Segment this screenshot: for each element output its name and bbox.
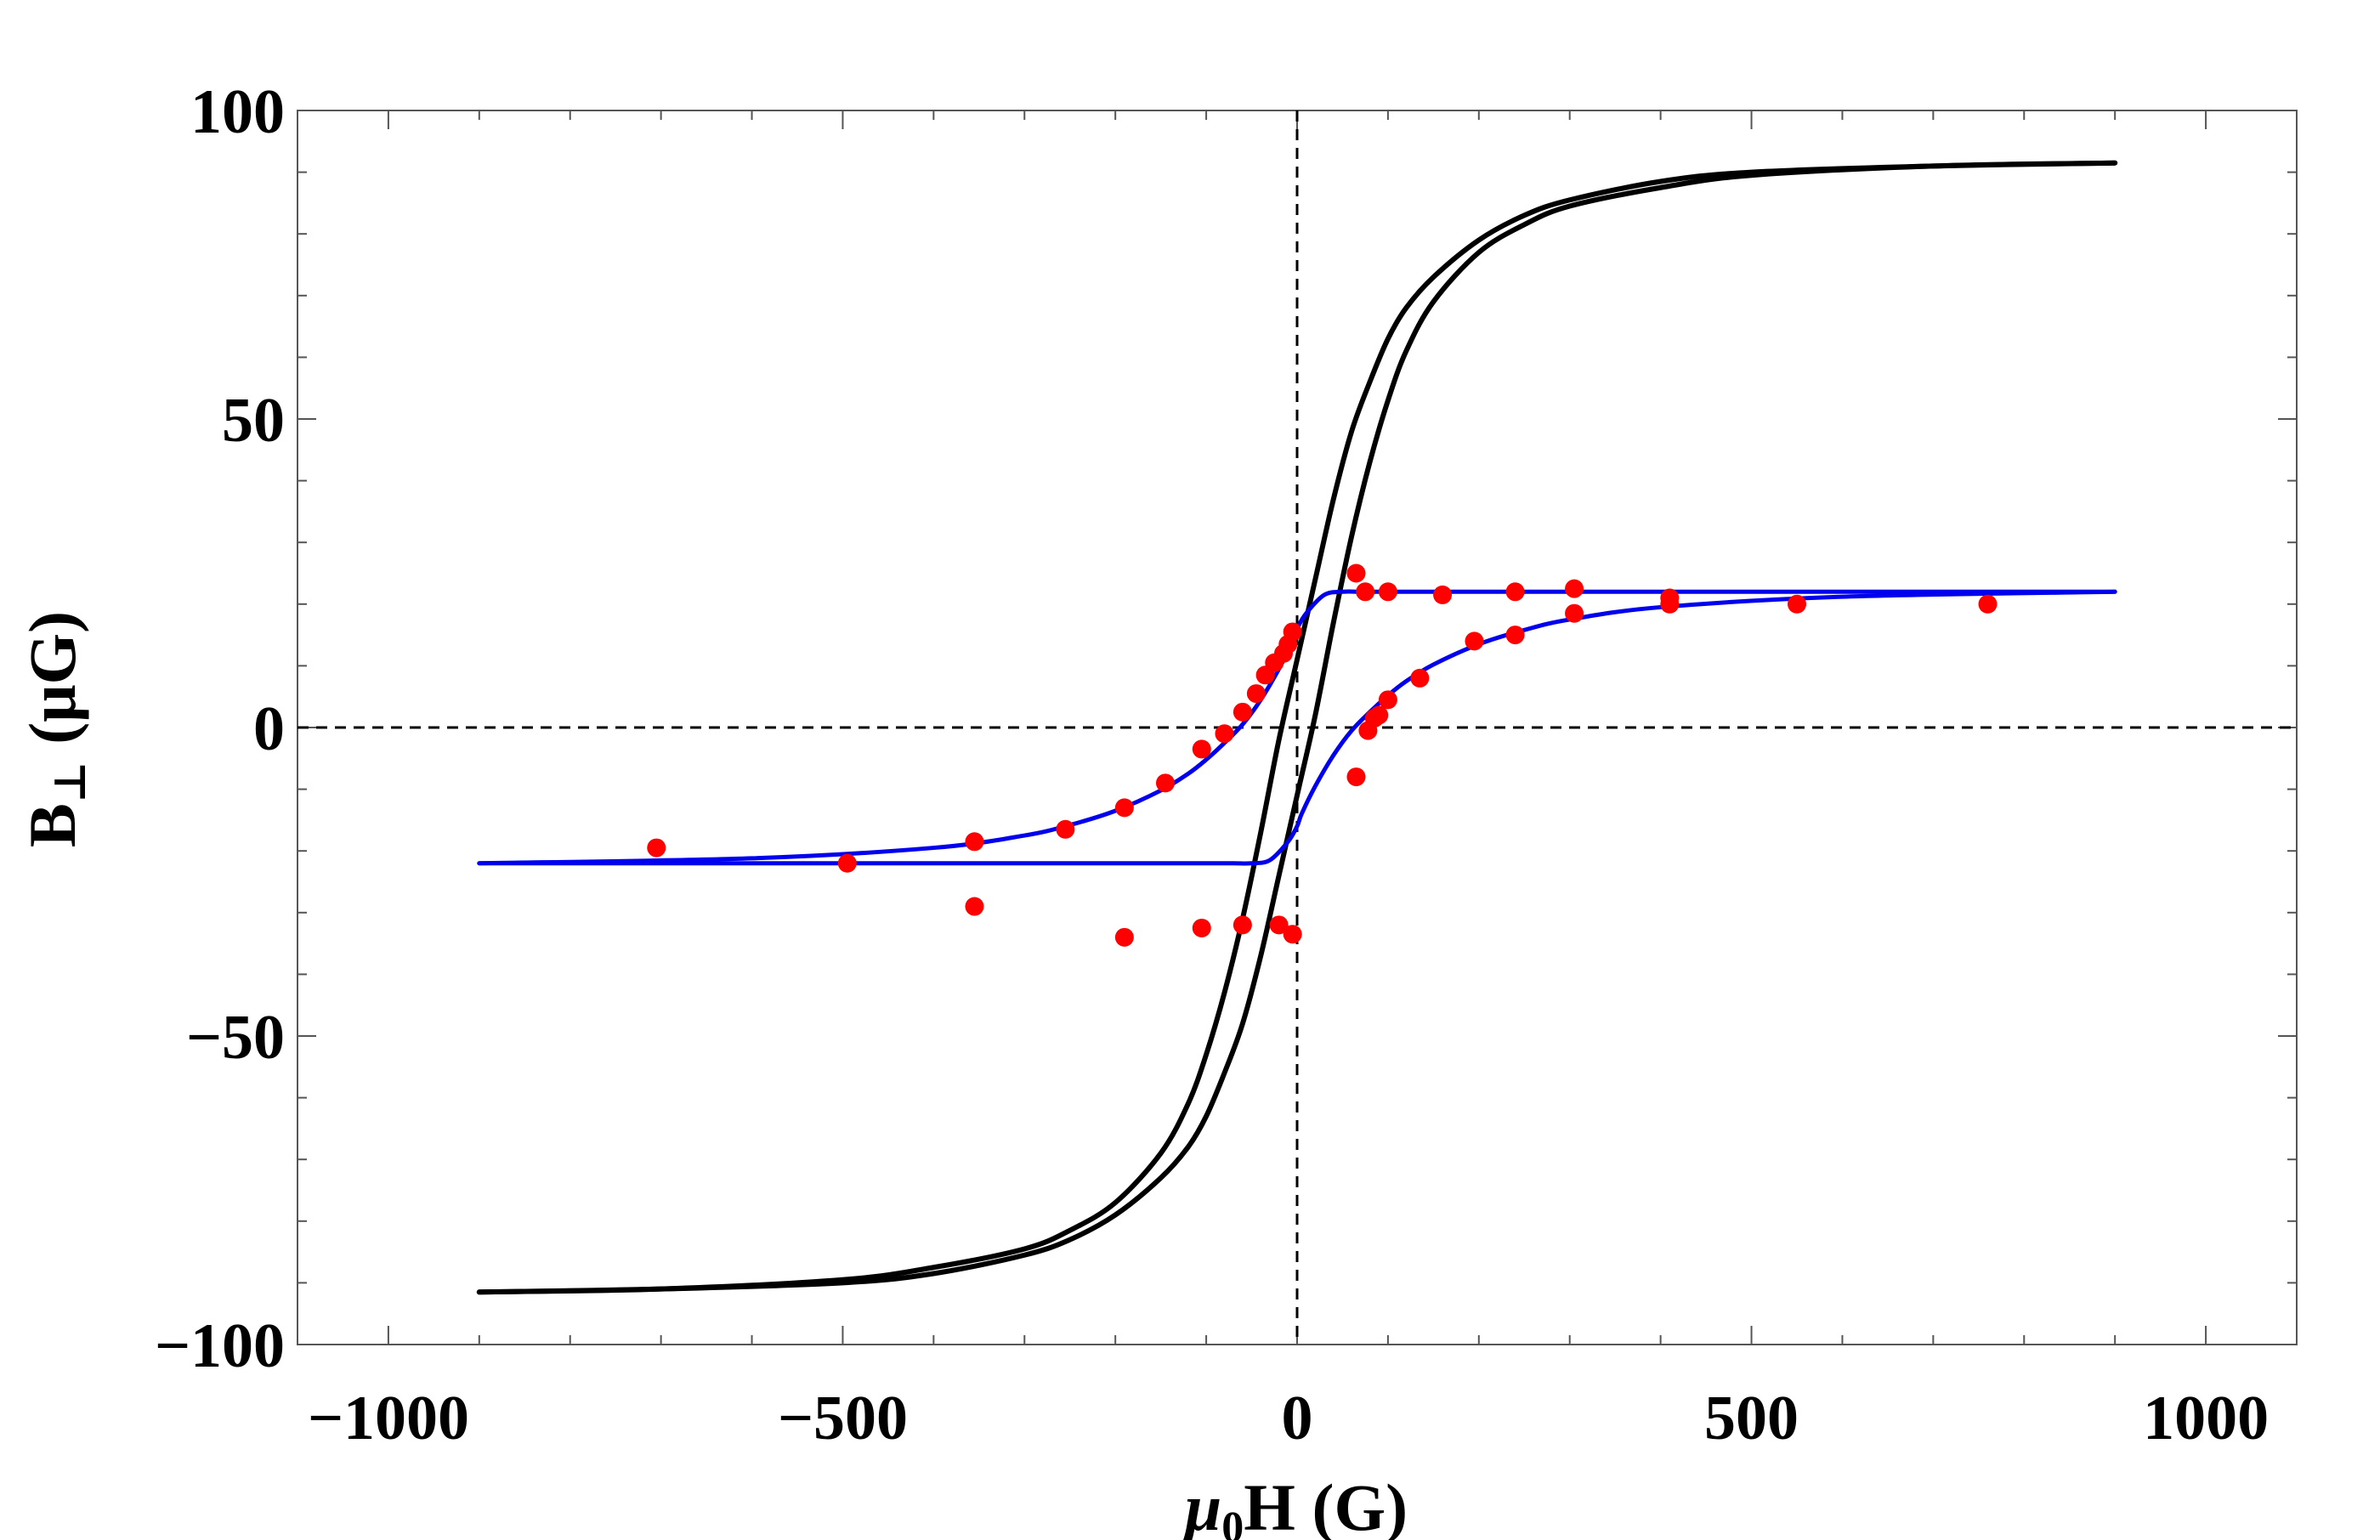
- blue-fit-curve-3: [477, 589, 2117, 866]
- y-axis-label-suffix: (μG): [15, 611, 89, 761]
- black-loop-curve-0: [476, 160, 2118, 1295]
- data-point: [837, 853, 857, 873]
- y-tick-label: 0: [253, 694, 285, 764]
- data-point: [965, 897, 984, 916]
- x-axis-label: μ0H (G): [1182, 1470, 1408, 1540]
- data-point: [1505, 582, 1525, 602]
- x-tick-label: 0: [1282, 1384, 1313, 1453]
- data-point: [1283, 925, 1302, 944]
- data-point: [1246, 684, 1266, 704]
- data-point: [1465, 631, 1484, 651]
- data-point: [1232, 702, 1252, 722]
- y-axis-label: B⊥ (μG): [15, 611, 95, 847]
- data-point: [1978, 594, 1998, 614]
- data-point: [1283, 622, 1302, 642]
- data-point: [1378, 582, 1397, 602]
- x-axis-label-suffix: H (G): [1244, 1470, 1408, 1540]
- data-point: [1114, 927, 1134, 947]
- y-tick-label: 100: [190, 77, 285, 147]
- x-tick-label: 1000: [2143, 1384, 2269, 1453]
- data-point: [1565, 603, 1584, 623]
- data-point: [1356, 582, 1375, 602]
- data-point: [647, 838, 666, 858]
- data-point: [1346, 563, 1366, 583]
- data-points-layer: [647, 563, 1998, 947]
- data-point: [1505, 626, 1525, 645]
- y-tick-label: −100: [155, 1311, 285, 1381]
- x-tick-label: −1000: [308, 1384, 469, 1453]
- data-point: [1660, 594, 1680, 614]
- reference-lines-layer: [298, 110, 2297, 1345]
- data-point: [1232, 915, 1252, 935]
- curves-layer: [476, 160, 2118, 1295]
- black-loop-curve-1: [476, 160, 2118, 1295]
- x-tick-label: 500: [1704, 1384, 1799, 1453]
- data-point: [1215, 724, 1234, 744]
- data-point: [1114, 798, 1134, 818]
- y-tick-label: 50: [222, 386, 285, 456]
- data-point: [1346, 767, 1366, 787]
- y-tick-label: −50: [186, 1003, 285, 1073]
- y-axis-label-subscript: ⊥: [47, 761, 95, 803]
- data-point: [1433, 585, 1453, 604]
- y-axis-label-prefix: B: [15, 803, 89, 847]
- data-point: [1358, 721, 1378, 740]
- data-point: [1192, 739, 1211, 759]
- data-point: [1565, 579, 1584, 598]
- data-point: [965, 832, 984, 852]
- data-point: [1378, 690, 1397, 710]
- x-axis-label-subscript: 0: [1221, 1503, 1244, 1540]
- data-point: [1410, 668, 1430, 688]
- data-point: [1155, 773, 1175, 793]
- x-axis-label-prefix: μ: [1182, 1470, 1221, 1540]
- x-tick-label: −500: [778, 1384, 908, 1453]
- data-point: [1192, 918, 1211, 937]
- data-point: [1056, 819, 1075, 839]
- data-point: [1269, 915, 1289, 935]
- data-point: [1788, 594, 1806, 614]
